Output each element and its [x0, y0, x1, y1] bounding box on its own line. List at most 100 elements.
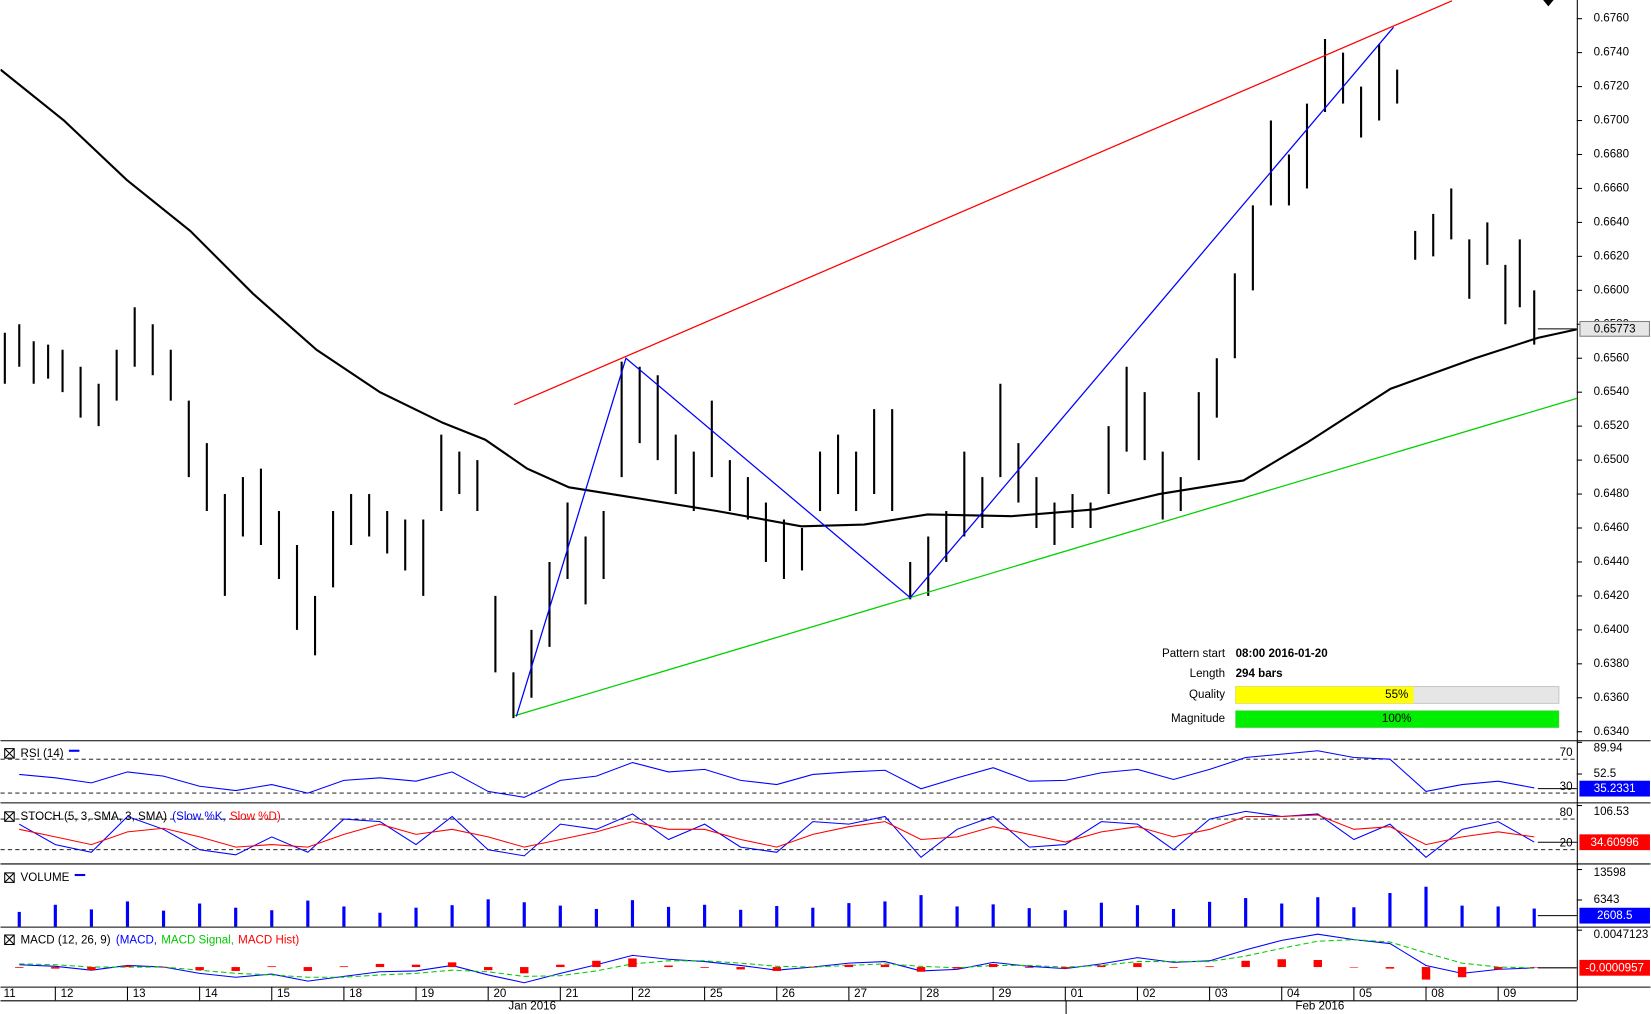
hist-bar: [195, 967, 204, 971]
x-tick-label: 13: [133, 988, 146, 1000]
legend-entry: MACD Signal,: [161, 934, 234, 946]
volume-bar: [198, 903, 202, 927]
hist-bar: [844, 964, 854, 968]
hist-bar: [1205, 966, 1214, 968]
x-tick-label: 08: [1431, 988, 1444, 1000]
last-value-label: -0.0000957: [1585, 962, 1644, 974]
y-tick-label: 0.6600: [1594, 284, 1629, 296]
y-tick-label: 0.6520: [1594, 420, 1629, 432]
volume-bar: [703, 904, 707, 927]
trend-line: [513, 0, 1453, 406]
volume-bar: [234, 907, 238, 927]
indicator-line: [19, 939, 1535, 978]
volume-bar: [522, 902, 526, 927]
last-value-box: [1579, 959, 1650, 976]
level-label: 20: [1560, 837, 1573, 849]
x-tick-label: 29: [998, 988, 1011, 1000]
hist-bar: [1133, 963, 1142, 968]
hist-bar: [880, 964, 890, 968]
volume-bar: [306, 900, 310, 927]
volume-bar: [883, 901, 887, 927]
x-tick-label: 19: [421, 988, 434, 1000]
x-tick-label: 15: [277, 988, 290, 1000]
indicator-line: [19, 814, 1535, 848]
panel-title: MACD (12, 26, 9): [21, 934, 111, 946]
level-label: 30: [1560, 781, 1573, 793]
hist-bar: [51, 967, 60, 969]
meter-label: 55%: [1385, 689, 1408, 701]
y-tick-label: 0.6480: [1594, 488, 1629, 500]
y-tick-label: 0.6420: [1594, 590, 1629, 602]
panel-title: RSI (14): [21, 748, 64, 760]
meter-label: 100%: [1382, 713, 1412, 725]
meter-fill: [1235, 710, 1559, 728]
volume-bar: [378, 912, 382, 927]
x-tick-label: 28: [926, 988, 939, 1000]
y-tick-label: 0.6660: [1594, 183, 1629, 195]
panel-toggle-cross: [4, 872, 15, 883]
x-tick-label: 11: [4, 988, 16, 1000]
volume-bar: [161, 910, 166, 927]
last-value-label: 0.65773: [1594, 323, 1636, 335]
volume-bar: [811, 907, 815, 927]
pattern-key: Quality: [1189, 689, 1225, 701]
hist-bar: [988, 963, 998, 968]
volume-bar: [1208, 901, 1212, 927]
hist-bar: [664, 965, 673, 968]
volume-bar: [17, 911, 21, 927]
last-value-label: 34.60996: [1591, 837, 1639, 849]
y-tick-label: 106.53: [1594, 806, 1629, 818]
volume-bar: [1496, 906, 1500, 927]
hist-bar: [123, 965, 132, 968]
hist-bar: [1313, 960, 1323, 968]
volume-bar: [1027, 908, 1031, 927]
pattern-key: Magnitude: [1171, 713, 1225, 725]
legend-entry: (MACD,: [116, 934, 157, 946]
y-tick-label: 0.6360: [1594, 692, 1629, 704]
hist-bar: [1385, 967, 1395, 969]
x-tick-label: 26: [782, 988, 795, 1000]
y-tick-label: 0.6500: [1594, 454, 1629, 466]
hist-bar: [411, 964, 421, 968]
y-tick-label: 13598: [1594, 867, 1626, 879]
x-tick-label: 03: [1215, 988, 1228, 1000]
indicator-line: [19, 750, 1535, 798]
panel-toggle-cross: [4, 748, 15, 759]
hist-bar: [1097, 965, 1106, 968]
hist-bar: [628, 958, 637, 968]
volume-bar: [1099, 902, 1103, 927]
x-tick-label: 12: [61, 988, 74, 1000]
last-value-label: 2608.5: [1597, 910, 1632, 922]
x-tick-label: 05: [1359, 988, 1372, 1000]
y-tick-label: 0.0047123: [1594, 929, 1649, 941]
volume-bar: [1460, 905, 1464, 927]
hist-bar: [1169, 967, 1178, 968]
volume-bar: [991, 904, 995, 927]
volume-bar: [270, 910, 274, 927]
plot-area: [0, 0, 1577, 984]
pattern-key: Length: [1190, 668, 1225, 680]
panel-title: STOCH (5, 3, SMA, 3, SMA): [21, 811, 168, 823]
volume-bar: [1063, 910, 1067, 927]
y-tick-label: 0.6680: [1594, 149, 1629, 161]
month-label: Jan 2016: [508, 1001, 556, 1013]
hist-bar: [1457, 967, 1467, 978]
volume-bar: [414, 907, 418, 927]
y-tick-label: 0.6640: [1594, 216, 1629, 228]
last-value-box: [1579, 320, 1650, 337]
volume-bar: [919, 895, 923, 927]
volume-bar: [666, 906, 671, 927]
y-tick-label: 0.6400: [1594, 624, 1629, 636]
panel-title: VOLUME: [21, 872, 70, 884]
pattern-key: Pattern start: [1162, 648, 1226, 660]
volume-bar: [125, 901, 130, 927]
x-tick-label: 27: [854, 988, 867, 1000]
x-tick-label: 18: [349, 988, 362, 1000]
volume-bar: [1244, 898, 1248, 927]
pattern-value: 08:00 2016-01-20: [1236, 648, 1328, 660]
volume-bar: [739, 909, 743, 927]
hist-bar: [1349, 967, 1359, 968]
